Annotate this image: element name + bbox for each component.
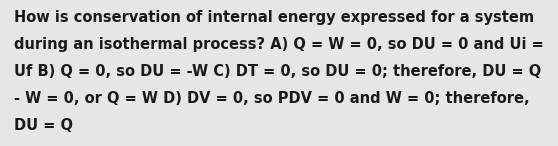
Text: during an isothermal process? A) Q = W = 0, so DU = 0 and Ui =: during an isothermal process? A) Q = W =…	[14, 37, 543, 52]
Text: Uf B) Q = 0, so DU = -W C) DT = 0, so DU = 0; therefore, DU = Q: Uf B) Q = 0, so DU = -W C) DT = 0, so DU…	[14, 64, 541, 79]
Text: DU = Q: DU = Q	[14, 118, 73, 133]
Text: How is conservation of internal energy expressed for a system: How is conservation of internal energy e…	[14, 10, 534, 25]
Text: - W = 0, or Q = W D) DV = 0, so PDV = 0 and W = 0; therefore,: - W = 0, or Q = W D) DV = 0, so PDV = 0 …	[14, 91, 530, 106]
